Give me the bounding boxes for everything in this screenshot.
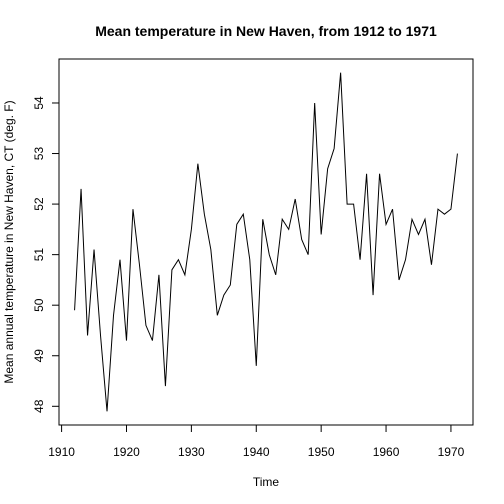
- x-tick-label: 1960: [373, 445, 400, 459]
- chart-title: Mean temperature in New Haven, from 1912…: [95, 23, 437, 39]
- y-tick-label: 48: [32, 399, 46, 413]
- y-tick-label: 54: [32, 96, 46, 110]
- x-axis: 1910 1920 1930 1940 1950 1960 1970: [48, 424, 465, 459]
- y-tick-label: 51: [32, 248, 46, 262]
- x-tick-label: 1970: [438, 445, 465, 459]
- x-tick-label: 1930: [178, 445, 205, 459]
- y-tick-label: 53: [32, 147, 46, 161]
- plot-frame: [58, 58, 474, 426]
- y-axis-label: Mean annual temperature in New Haven, CT…: [2, 100, 16, 383]
- x-tick-label: 1920: [113, 445, 140, 459]
- y-tick-label: 49: [32, 349, 46, 363]
- x-tick-label: 1950: [308, 445, 335, 459]
- y-axis: 48 49 50 51 52 53 54: [32, 96, 60, 413]
- y-tick-label: 52: [32, 197, 46, 211]
- series-line: [74, 72, 458, 412]
- x-axis-label: Time: [253, 475, 280, 489]
- x-tick-label: 1940: [243, 445, 270, 459]
- x-tick-label: 1910: [48, 445, 75, 459]
- y-tick-label: 50: [32, 298, 46, 312]
